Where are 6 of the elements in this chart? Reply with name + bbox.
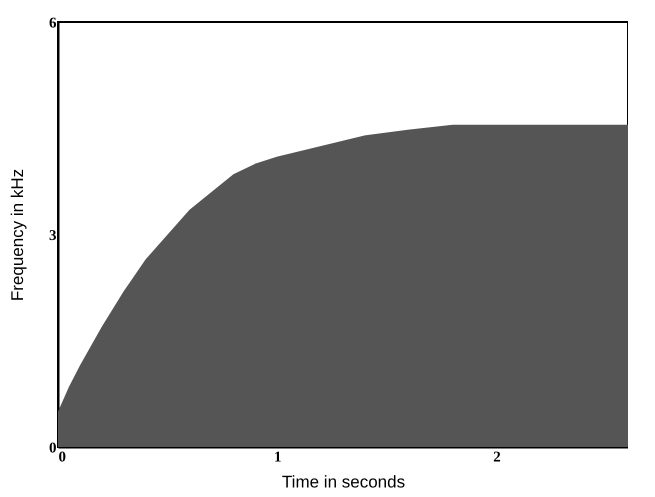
- x-tick-label: 1: [274, 450, 282, 466]
- y-tick-label: 3: [49, 228, 56, 244]
- y-tick-label: 6: [49, 16, 57, 32]
- x-tick-label: 2: [493, 450, 501, 466]
- y-axis-title: Frequency in kHz: [8, 168, 27, 302]
- x-axis-title: Time in seconds: [282, 472, 406, 492]
